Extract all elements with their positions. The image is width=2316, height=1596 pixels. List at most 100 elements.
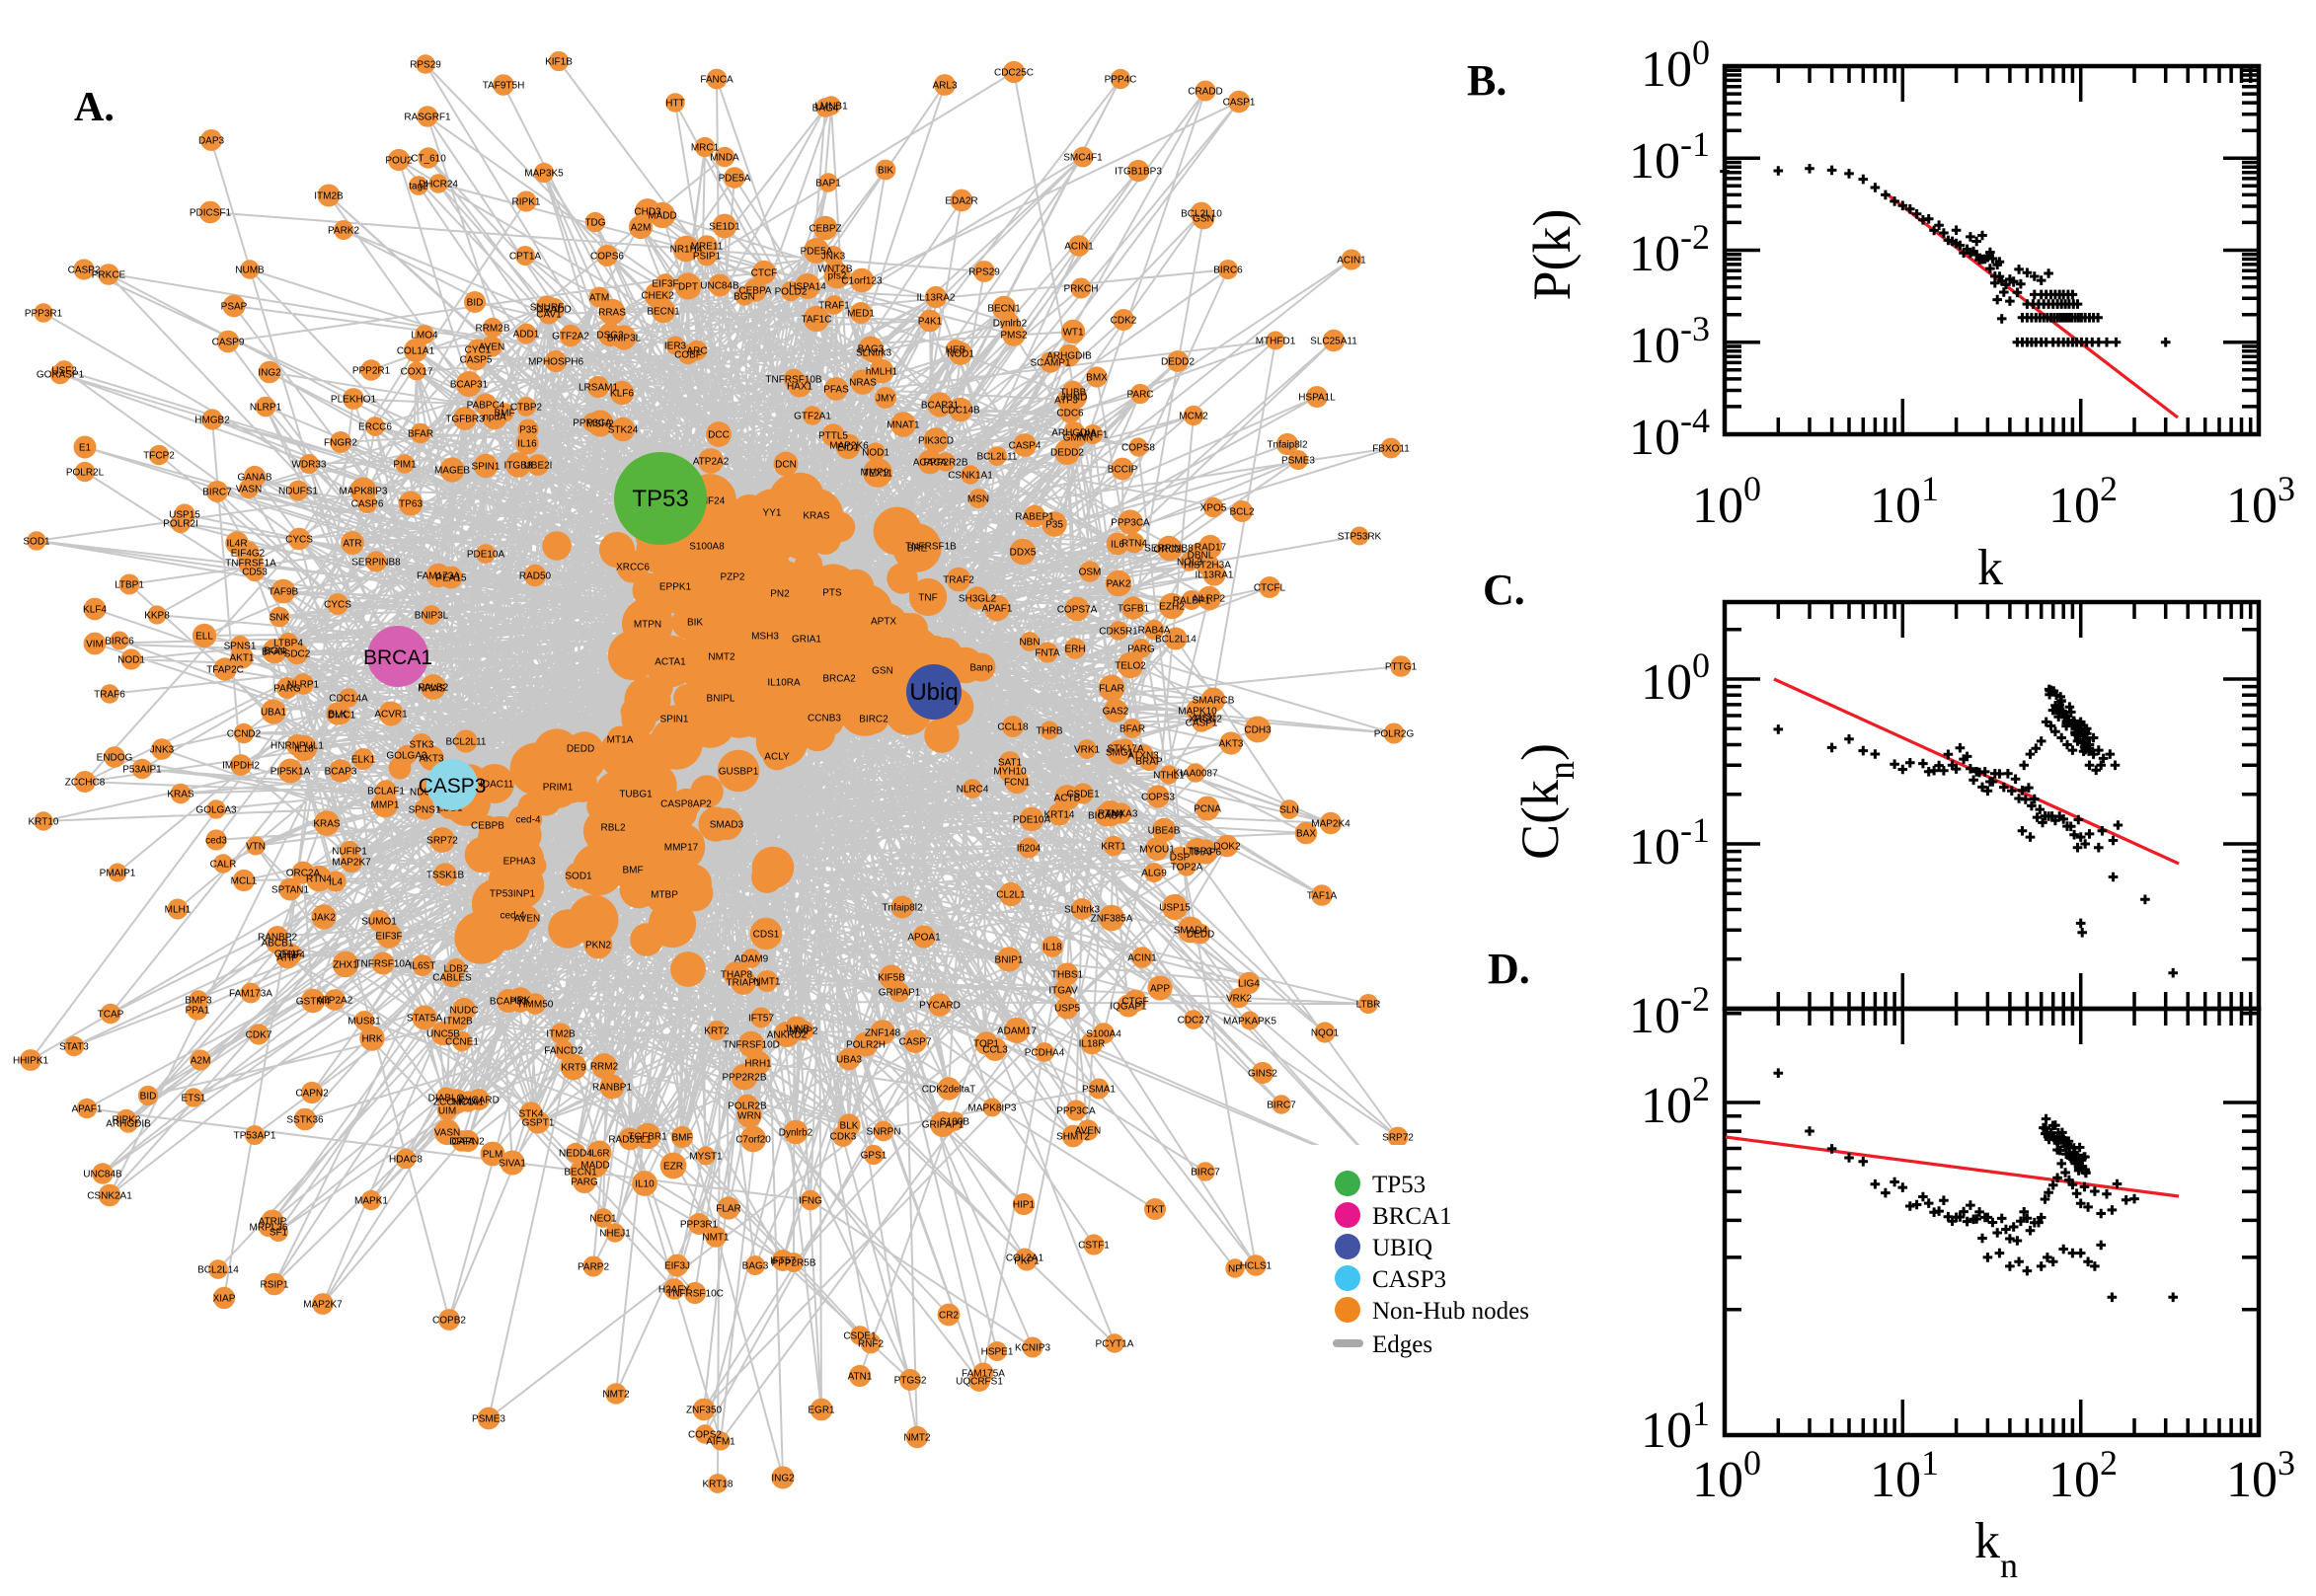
svg-text:DPT: DPT — [678, 282, 698, 293]
svg-text:EIF3J: EIF3J — [664, 1261, 690, 1272]
svg-text:CAPN2: CAPN2 — [451, 1137, 485, 1148]
svg-text:BMF: BMF — [494, 409, 514, 419]
svg-text:PPP4C: PPP4C — [1105, 75, 1137, 86]
svg-text:LTBP3: LTBP3 — [1183, 847, 1212, 858]
svg-text:BCLAF1: BCLAF1 — [367, 787, 405, 798]
svg-text:COPS7A: COPS7A — [1057, 605, 1098, 616]
svg-text:DCC: DCC — [708, 430, 730, 441]
svg-text:P53AIP1: P53AIP1 — [122, 765, 162, 776]
svg-text:VRK2: VRK2 — [1226, 994, 1253, 1005]
svg-text:BAP1: BAP1 — [815, 179, 841, 190]
svg-text:PTTL5: PTTL5 — [818, 431, 848, 442]
svg-text:PPA1: PPA1 — [186, 1006, 210, 1017]
svg-text:HIP1: HIP1 — [1013, 1200, 1036, 1211]
svg-text:SH3GL2: SH3GL2 — [959, 594, 997, 605]
svg-text:NUDC: NUDC — [450, 1006, 479, 1017]
svg-text:IL18: IL18 — [1042, 943, 1062, 953]
svg-text:TP53: TP53 — [1372, 1172, 1426, 1198]
svg-text:PSIP1: PSIP1 — [693, 252, 722, 263]
svg-text:GAS2: GAS2 — [1103, 707, 1129, 718]
svg-text:TCAP: TCAP — [98, 1010, 124, 1021]
svg-text:MMP1: MMP1 — [371, 800, 400, 811]
svg-text:SMAD3: SMAD3 — [710, 820, 744, 831]
svg-text:BCCIP: BCCIP — [1108, 465, 1138, 476]
svg-text:S100A8: S100A8 — [689, 542, 725, 553]
svg-text:UNC84B: UNC84B — [700, 281, 739, 292]
svg-text:STK4: STK4 — [518, 1109, 543, 1120]
svg-text:RNF2: RNF2 — [858, 1339, 885, 1350]
svg-text:CDK2deltaT: CDK2deltaT — [922, 1085, 975, 1096]
svg-text:CEBPB: CEBPB — [471, 821, 504, 832]
svg-text:A2M: A2M — [631, 223, 652, 234]
svg-text:NLRC4: NLRC4 — [957, 785, 989, 796]
svg-text:TGFBR1: TGFBR1 — [628, 1132, 667, 1143]
svg-text:POLR2G: POLR2G — [1374, 729, 1415, 740]
svg-text:CABLES: CABLES — [432, 973, 472, 984]
svg-text:PPP3R1: PPP3R1 — [25, 309, 63, 320]
svg-text:MADD: MADD — [580, 1161, 609, 1172]
svg-text:PDICSF1: PDICSF1 — [190, 208, 232, 219]
svg-text:GTF2A1: GTF2A1 — [794, 412, 831, 422]
svg-text:BNIP3L: BNIP3L — [607, 334, 642, 344]
svg-text:BECN1: BECN1 — [987, 304, 1021, 315]
svg-text:APTX: APTX — [871, 617, 896, 628]
svg-text:MRC1: MRC1 — [691, 143, 720, 154]
svg-text:S100A4: S100A4 — [1086, 1029, 1121, 1040]
svg-text:GRIPAP1: GRIPAP1 — [922, 1120, 965, 1131]
svg-text:TAF9B: TAF9B — [269, 587, 299, 598]
svg-text:JUND: JUND — [1061, 393, 1088, 404]
svg-text:LDB2: LDB2 — [443, 964, 468, 975]
svg-text:GRIA1: GRIA1 — [792, 635, 821, 646]
svg-text:DOK2: DOK2 — [1213, 842, 1241, 853]
svg-text:TIMM50: TIMM50 — [517, 1000, 554, 1011]
svg-text:MSH2: MSH2 — [586, 419, 614, 430]
svg-text:RPS29: RPS29 — [410, 60, 441, 71]
svg-text:PIM1: PIM1 — [393, 460, 417, 471]
svg-text:CCL3: CCL3 — [982, 1045, 1008, 1056]
svg-text:CR2: CR2 — [939, 1311, 959, 1322]
svg-text:SLNtrk3: SLNtrk3 — [1064, 905, 1101, 916]
svg-text:VRK1: VRK1 — [1074, 745, 1101, 756]
svg-text:EPPK1: EPPK1 — [659, 582, 692, 593]
svg-text:ACLY: ACLY — [764, 752, 790, 763]
svg-text:TP63: TP63 — [399, 499, 423, 510]
svg-text:WT1: WT1 — [1062, 328, 1084, 339]
svg-text:H2AFY: H2AFY — [658, 1285, 691, 1296]
svg-text:TOP1: TOP1 — [973, 1039, 999, 1050]
svg-text:GSN: GSN — [1193, 214, 1214, 225]
svg-text:ACTA1: ACTA1 — [655, 657, 686, 668]
svg-text:NRAS: NRAS — [418, 684, 445, 695]
svg-text:BFAR: BFAR — [408, 429, 433, 440]
svg-text:tag2: tag2 — [409, 182, 428, 192]
svg-text:pfs2: pfs2 — [828, 271, 847, 282]
svg-text:TRAF1: TRAF1 — [818, 301, 850, 312]
svg-text:IL16: IL16 — [517, 439, 537, 450]
svg-text:TUBG1: TUBG1 — [619, 790, 653, 800]
svg-text:PDE10A: PDE10A — [1013, 815, 1051, 826]
svg-text:HIST2H3A: HIST2H3A — [1184, 561, 1231, 571]
svg-text:ADAM9: ADAM9 — [734, 954, 769, 965]
svg-text:IL10: IL10 — [635, 1179, 655, 1190]
svg-text:PYCARD: PYCARD — [458, 1096, 500, 1106]
svg-text:RTN4: RTN4 — [1121, 539, 1147, 550]
svg-text:GOLGA3: GOLGA3 — [195, 805, 237, 816]
svg-text:UNC84B: UNC84B — [83, 1170, 122, 1180]
svg-text:CD53: CD53 — [242, 568, 268, 578]
svg-text:JUNB: JUNB — [784, 1025, 810, 1035]
svg-text:ZNF385A: ZNF385A — [1091, 914, 1133, 925]
svg-text:AVEN: AVEN — [1075, 1126, 1102, 1137]
svg-text:ZNF24: ZNF24 — [695, 496, 726, 507]
svg-text:LMNB1: LMNB1 — [814, 102, 848, 113]
svg-text:BLK: BLK — [840, 1121, 859, 1132]
svg-text:ced-4: ced-4 — [500, 911, 524, 922]
svg-text:MNDA: MNDA — [710, 153, 739, 164]
svg-text:AIFM1: AIFM1 — [706, 1437, 735, 1448]
svg-text:BMF: BMF — [622, 866, 643, 876]
svg-text:HSPA1L: HSPA1L — [1298, 393, 1336, 404]
svg-text:Dynlrb2: Dynlrb2 — [779, 1128, 813, 1139]
svg-text:CPT1A: CPT1A — [509, 252, 542, 263]
svg-text:USP15: USP15 — [169, 510, 200, 521]
svg-text:CT_610: CT_610 — [411, 154, 446, 165]
svg-text:GFI1F: GFI1F — [274, 950, 302, 960]
svg-text:NMT2: NMT2 — [903, 1433, 931, 1444]
